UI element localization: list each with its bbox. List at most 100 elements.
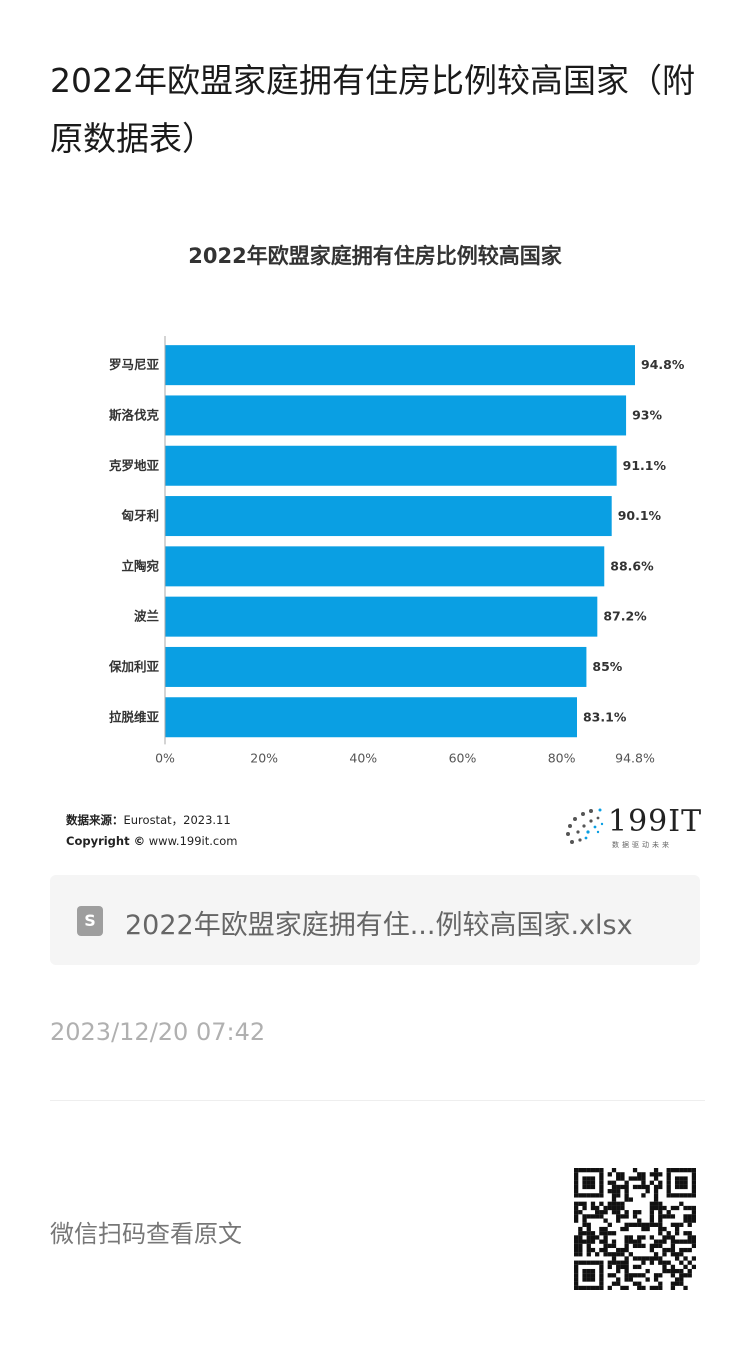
qr-module — [691, 1205, 696, 1211]
qr-module — [645, 1256, 650, 1261]
qr-module — [574, 1193, 579, 1198]
qr-module — [691, 1239, 696, 1244]
qr-module — [574, 1285, 579, 1290]
qr-module — [670, 1168, 676, 1173]
qr-module — [624, 1239, 629, 1244]
qr-module — [603, 1205, 608, 1211]
scan-to-view-label: 微信扫码查看原文 — [50, 1220, 242, 1248]
attachment-file-card[interactable]: S 2022年欧盟家庭拥有住...例较高国家.xlsx — [50, 875, 700, 965]
qr-module — [620, 1247, 625, 1253]
qr-module — [687, 1273, 692, 1278]
qr-module — [679, 1180, 684, 1185]
qr-module — [666, 1231, 671, 1236]
qr-module — [641, 1226, 646, 1232]
x-tick-label: 20% — [250, 750, 278, 765]
qr-module — [586, 1285, 591, 1290]
qr-module — [620, 1260, 625, 1265]
qr-module — [679, 1252, 684, 1257]
qr-module — [586, 1214, 591, 1219]
qr-module — [574, 1214, 579, 1219]
qr-module — [649, 1285, 655, 1290]
x-tick-label: 60% — [449, 750, 477, 765]
qr-module — [649, 1218, 655, 1223]
category-label: 拉脱维亚 — [109, 709, 160, 724]
category-label: 波兰 — [134, 609, 160, 624]
chart-image[interactable]: 罗马尼亚 94.8% 斯洛伐克 93% 克罗地亚 91.1% 匈牙利 90.1% 立陶宛 88.6… — [50, 220, 703, 860]
logo-text: 199IT — [608, 804, 703, 839]
qr-module — [674, 1231, 680, 1236]
qr-module — [603, 1210, 608, 1215]
qr-module — [683, 1205, 688, 1211]
qr-module — [624, 1247, 629, 1253]
qr-module — [649, 1235, 655, 1240]
qr-module — [653, 1252, 659, 1257]
qr-module — [616, 1210, 621, 1215]
qr-module — [683, 1214, 688, 1219]
qr-module — [637, 1264, 642, 1270]
qr-module — [574, 1252, 579, 1257]
qr-code-icon[interactable] — [574, 1168, 696, 1290]
qr-module — [578, 1247, 583, 1253]
x-tick-label: 40% — [349, 750, 377, 765]
qr-module — [599, 1231, 604, 1236]
qr-module — [641, 1285, 646, 1290]
qr-module — [653, 1189, 659, 1194]
qr-module — [683, 1273, 688, 1278]
qr-module — [653, 1243, 659, 1249]
qr-module — [683, 1285, 688, 1290]
qr-module — [683, 1231, 688, 1236]
qr-module — [687, 1235, 692, 1240]
qr-module — [691, 1243, 696, 1249]
file-name[interactable]: 2022年欧盟家庭拥有住...例较高国家.xlsx — [125, 910, 633, 941]
qr-module — [641, 1176, 646, 1181]
qr-module — [691, 1264, 696, 1270]
qr-module — [645, 1189, 650, 1194]
qr-module — [624, 1189, 629, 1194]
qr-module — [590, 1184, 596, 1190]
qr-module — [670, 1247, 676, 1253]
qr-module — [679, 1277, 684, 1282]
qr-module — [603, 1243, 608, 1249]
qr-module — [679, 1260, 684, 1265]
qr-module — [616, 1264, 621, 1270]
qr-module — [632, 1281, 638, 1286]
qr-module — [590, 1273, 596, 1278]
qr-module — [582, 1201, 587, 1206]
qr-module — [679, 1239, 684, 1244]
qr-module — [641, 1184, 646, 1190]
qr-module — [674, 1222, 680, 1227]
copyright-label: Copyright © — [66, 834, 146, 848]
qr-module — [582, 1193, 587, 1198]
qr-module — [666, 1172, 671, 1177]
qr-module — [691, 1218, 696, 1223]
qr-module — [653, 1168, 659, 1173]
qr-module — [666, 1168, 671, 1173]
qr-module — [687, 1239, 692, 1244]
qr-module — [637, 1256, 642, 1261]
qr-module — [637, 1210, 642, 1215]
qr-module — [599, 1247, 604, 1253]
qr-module — [574, 1264, 579, 1270]
qr-module — [637, 1184, 642, 1190]
qr-module — [595, 1260, 600, 1265]
qr-module — [595, 1210, 600, 1215]
qr-module — [658, 1243, 663, 1249]
qr-module — [670, 1264, 676, 1270]
qr-module — [603, 1239, 608, 1244]
qr-module — [674, 1184, 680, 1190]
qr-module — [653, 1256, 659, 1261]
qr-module — [653, 1176, 659, 1181]
qr-module — [645, 1268, 650, 1274]
category-label: 保加利亚 — [108, 659, 160, 674]
qr-module — [674, 1239, 680, 1244]
qr-module — [599, 1193, 604, 1198]
qr-module — [624, 1184, 629, 1190]
qr-module — [599, 1273, 604, 1278]
qr-module — [599, 1176, 604, 1181]
qr-module — [641, 1260, 646, 1265]
qr-module — [590, 1235, 596, 1240]
qr-module — [624, 1268, 629, 1274]
qr-module — [674, 1256, 680, 1261]
qr-module — [574, 1281, 579, 1286]
qr-module — [662, 1268, 667, 1274]
